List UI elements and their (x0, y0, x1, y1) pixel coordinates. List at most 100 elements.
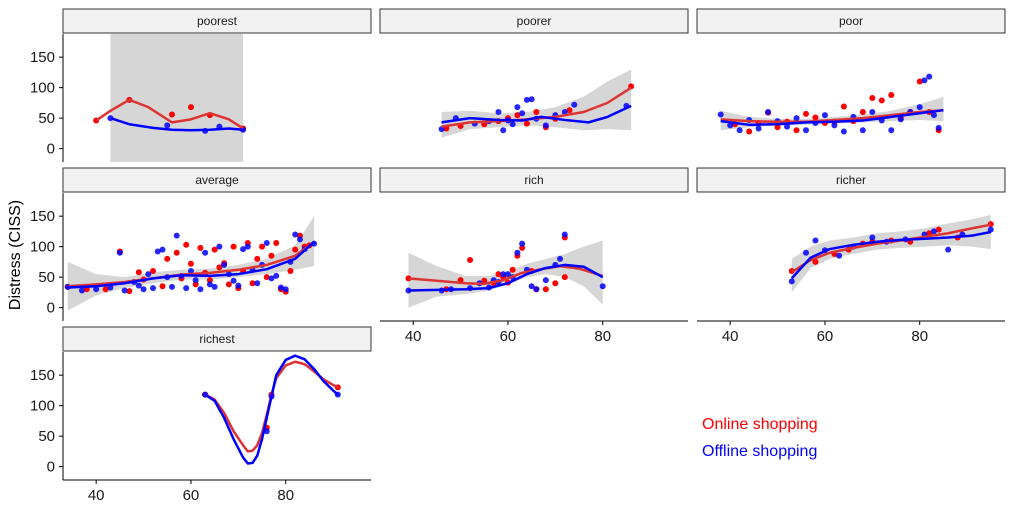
online-point (840, 103, 847, 110)
offline-point (173, 232, 180, 239)
online-point (197, 244, 204, 251)
online-point (254, 255, 261, 262)
facet-strip (696, 8, 1006, 34)
online-point (935, 226, 942, 233)
x-tick-label: 80 (911, 328, 928, 345)
offline-point (116, 249, 123, 256)
offline-point (221, 261, 228, 268)
y-tick-label: 100 (30, 80, 55, 97)
online-point (514, 112, 521, 119)
online-point (878, 97, 885, 104)
facet-panels: poorest 0 50 100 150 poorer poor average 0 50 100 1… (30, 8, 1006, 504)
x-tick-label: 80 (277, 487, 294, 504)
online-point (509, 266, 516, 273)
online-point (746, 128, 753, 135)
facet-plot-area (405, 231, 606, 308)
offline-point (254, 280, 261, 287)
online-point (225, 281, 232, 288)
offline-point (216, 243, 223, 250)
offline-point (528, 96, 535, 103)
facet-strip (62, 326, 372, 352)
offline-point (859, 127, 866, 134)
offline-point (230, 277, 237, 284)
online-point (523, 120, 530, 127)
offline-point (192, 277, 199, 284)
offline-smooth-line (408, 263, 604, 292)
facet-plot-area (438, 69, 635, 138)
online-point (859, 109, 866, 116)
y-tick-label: 0 (47, 300, 55, 317)
offline-point (509, 121, 516, 128)
offline-point (717, 111, 724, 118)
online-point (187, 260, 194, 267)
offline-point (599, 283, 606, 290)
offline-point (159, 246, 166, 253)
y-tick-label: 50 (38, 428, 55, 445)
online-point (916, 78, 923, 85)
facet-strip-label: average (195, 173, 239, 187)
facet-strip (379, 8, 689, 34)
online-point (533, 109, 540, 116)
online-point (206, 277, 213, 284)
online-point (216, 264, 223, 271)
facet-plot-area (64, 216, 318, 311)
offline-point (268, 275, 275, 282)
online-point (812, 258, 819, 265)
facet-poor: poor (696, 8, 1006, 135)
x-tick-label: 60 (183, 487, 200, 504)
facet-strip-label: rich (524, 173, 543, 187)
online-point (173, 249, 180, 256)
offline-point (135, 282, 142, 289)
online-point (273, 239, 280, 246)
x-tick-label: 40 (88, 487, 105, 504)
facet-poorer: poorer (379, 8, 689, 138)
facet-strip (62, 167, 372, 193)
facet-richer: richer 40 60 80 (696, 167, 1006, 345)
offline-point (542, 122, 549, 129)
offline-point (504, 271, 511, 278)
offline-point (784, 123, 791, 130)
offline-point (930, 228, 937, 235)
y-tick-label: 50 (38, 110, 55, 127)
offline-point (921, 77, 928, 84)
offline-point (869, 109, 876, 116)
offline-smooth-line (110, 116, 244, 132)
offline-point (523, 96, 530, 103)
offline-point (235, 282, 242, 289)
y-tick-label: 100 (30, 398, 55, 415)
offline-point (168, 283, 175, 290)
online-point (263, 274, 270, 281)
y-tick-label: 100 (30, 239, 55, 256)
y-tick-label: 150 (30, 208, 55, 225)
online-smooth-line (95, 98, 244, 130)
offline-point (945, 246, 952, 253)
offline-point (514, 249, 521, 256)
offline-point (755, 125, 762, 132)
offline-point (836, 252, 843, 259)
offline-point (869, 234, 876, 241)
online-point (812, 114, 819, 121)
offline-point (561, 109, 568, 116)
offline-point (802, 127, 809, 134)
offline-point (495, 109, 502, 116)
offline-point (557, 255, 564, 262)
online-point (552, 280, 559, 287)
y-tick-label: 50 (38, 269, 55, 286)
offline-smooth-line (204, 354, 339, 465)
x-tick-label: 60 (500, 328, 517, 345)
y-tick-label: 150 (30, 49, 55, 66)
offline-point (78, 287, 85, 294)
offline-point (263, 239, 270, 246)
offline-point (273, 272, 280, 279)
online-point (187, 104, 194, 111)
offline-smooth-line (720, 108, 944, 127)
online-point (102, 286, 109, 293)
online-point (793, 127, 800, 134)
offline-point (93, 286, 100, 293)
offline-point (500, 271, 507, 278)
offline-point (197, 286, 204, 293)
online-point (774, 124, 781, 131)
online-point (259, 243, 266, 250)
facet-plot-area (202, 354, 341, 465)
